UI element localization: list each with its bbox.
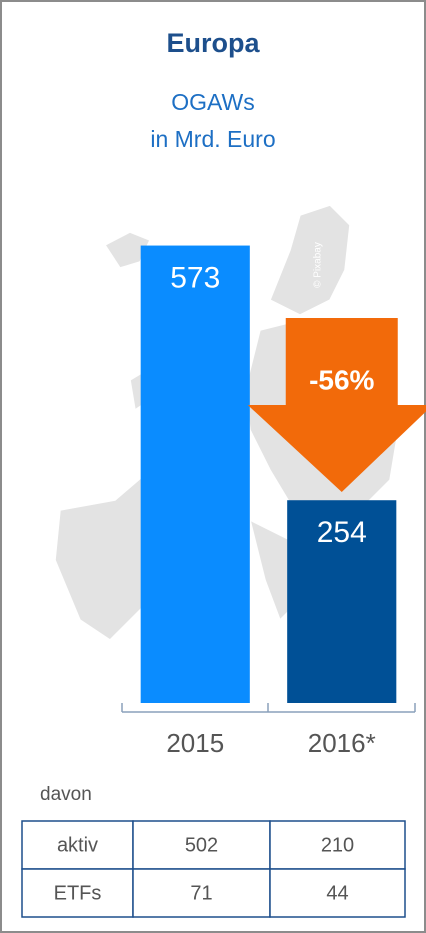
table-text: 71 — [190, 882, 212, 904]
table-cell — [21, 868, 134, 918]
value-label: 254 — [317, 516, 367, 549]
subtitle: in Mrd. Euro — [150, 126, 275, 152]
table-cell — [269, 820, 406, 870]
image-credit: © Pixabay — [313, 242, 324, 288]
subtitle: OGAWs — [171, 89, 254, 115]
table-text: ETFs — [54, 882, 102, 904]
table-cell — [132, 868, 271, 918]
change-label: -56% — [309, 364, 374, 395]
bar — [287, 500, 397, 703]
x-tick-label: 2016* — [308, 728, 376, 758]
table-cell — [132, 820, 271, 870]
value-label: 573 — [170, 261, 220, 294]
table-label: davon — [40, 784, 92, 805]
chart-title: Europa — [166, 28, 260, 58]
table-text: 210 — [321, 834, 354, 856]
change-arrow — [247, 318, 426, 492]
x-tick-label: 2015 — [166, 728, 224, 758]
table-text: 44 — [326, 882, 348, 904]
table: aktiv 502 210 ETFs 71 44 — [21, 820, 406, 918]
table-text: 502 — [185, 834, 218, 856]
table-cell — [269, 868, 406, 918]
table-text: aktiv — [57, 834, 98, 856]
bar — [140, 245, 250, 703]
